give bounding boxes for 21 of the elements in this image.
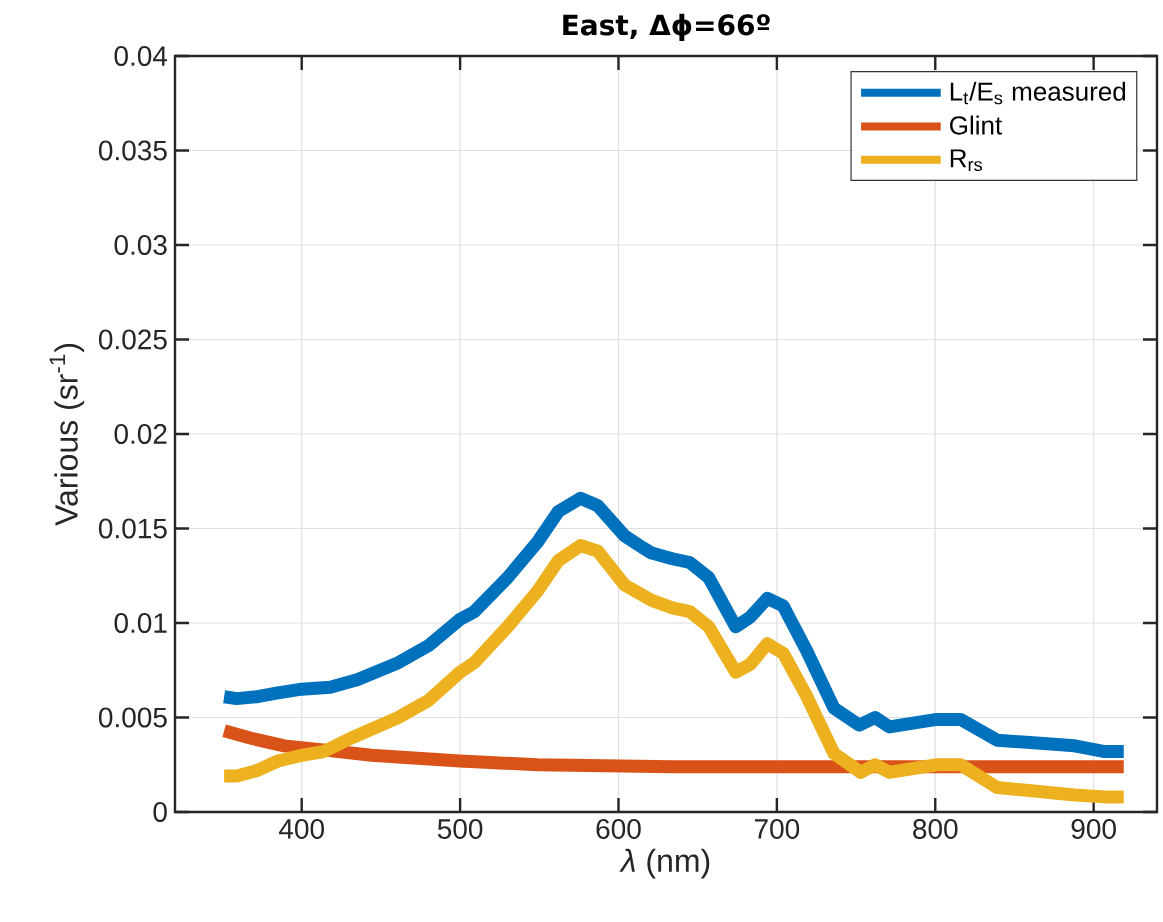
x-tick-label: 400 bbox=[278, 819, 324, 839]
x-tick-label: 800 bbox=[913, 819, 958, 839]
y-tick-label: 0.03 bbox=[114, 235, 167, 255]
y-tick-label: 0.02 bbox=[114, 424, 167, 444]
legend-label: R$_{rs}$ bbox=[950, 149, 983, 172]
y-tick-label: 0.01 bbox=[114, 613, 167, 633]
legend-label: L$_{t}$/E$_{s}$ measured bbox=[950, 81, 1126, 105]
y-tick-label: 0.005 bbox=[98, 707, 167, 728]
chart-title: East, Δϕ=66º bbox=[563, 13, 770, 41]
y-tick-label: 0.025 bbox=[98, 329, 167, 350]
x-tick-label: 700 bbox=[754, 819, 800, 839]
x-tick-label: 500 bbox=[437, 819, 483, 839]
y-tick-label: 0.04 bbox=[114, 46, 168, 66]
x-tick-label: 900 bbox=[1071, 819, 1116, 839]
x-axis-title: λ (nm) bbox=[619, 848, 710, 879]
y-tick-label: 0.015 bbox=[98, 518, 167, 539]
x-tick-label: 600 bbox=[596, 819, 641, 839]
y-tick-label: 0 bbox=[153, 802, 167, 822]
legend-label: Glint bbox=[950, 115, 1002, 135]
y-axis-title: Various (sr$^{-1}$) bbox=[49, 344, 85, 526]
y-tick-label: 0.035 bbox=[98, 140, 167, 161]
